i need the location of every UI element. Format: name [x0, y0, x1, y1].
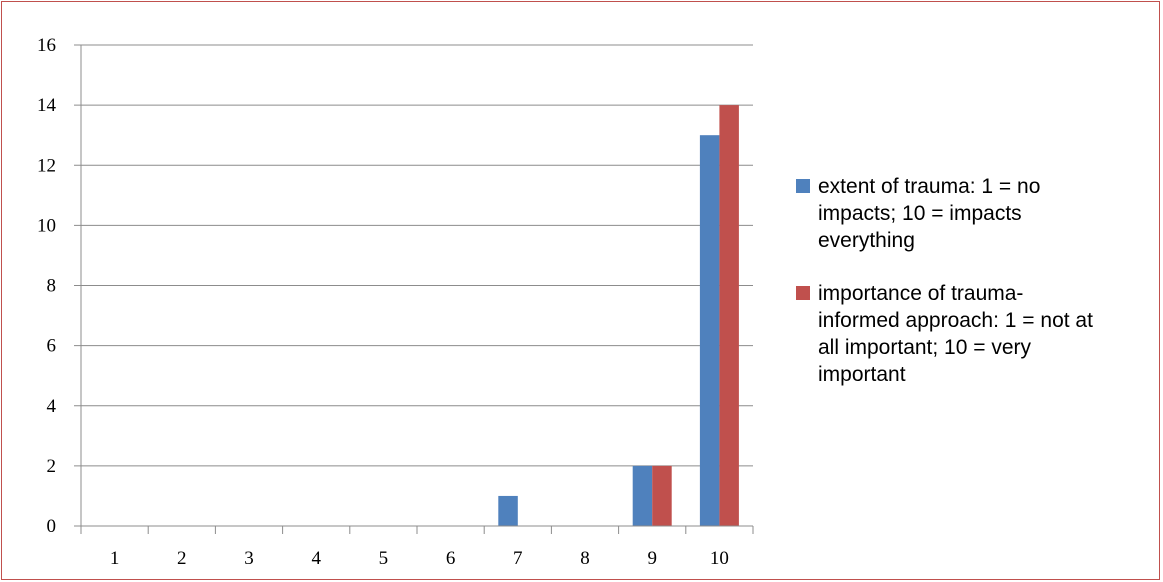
legend-label-extent-line-2: impacts; 10 = impacts [818, 202, 1022, 225]
x-tick-label-2: 2 [177, 548, 187, 569]
legend-item-extent: extent of trauma: 1 = no impacts; 10 = i… [796, 173, 1158, 254]
x-tick-label-9: 9 [647, 548, 657, 569]
bar-series-2-cat-9 [652, 465, 672, 526]
bars [498, 105, 739, 526]
legend-label-importance-line-2: informed approach: 1 = not at [818, 309, 1093, 332]
x-tick-label-7: 7 [513, 548, 523, 569]
gridlines [81, 44, 753, 467]
bar-series-1-cat-9 [632, 465, 653, 526]
bar-series-1-cat-10 [699, 135, 720, 526]
legend-label-extent-line-3: everything [818, 229, 915, 252]
legend: extent of trauma: 1 = no impacts; 10 = i… [796, 173, 1158, 414]
x-tick-label-6: 6 [446, 548, 456, 569]
x-tick-label-10: 10 [710, 548, 729, 569]
legend-swatch-importance [796, 286, 810, 300]
y-tick-label-8: 8 [47, 276, 57, 297]
bar-series-1-cat-7 [498, 495, 518, 526]
legend-swatch-extent [796, 179, 810, 193]
x-tick-label-3: 3 [244, 548, 254, 569]
bar-series-2-cat-10 [719, 105, 739, 526]
x-tick-label-1: 1 [110, 548, 120, 569]
y-tick-label-6: 6 [47, 336, 57, 357]
legend-item-importance: importance of trauma- informed approach:… [796, 280, 1158, 388]
x-tick-label-4: 4 [311, 548, 321, 569]
y-tick-label-0: 0 [47, 516, 57, 537]
legend-label-extent-line-1: extent of trauma: 1 = no [818, 175, 1041, 198]
legend-label-importance-line-4: important [818, 363, 906, 386]
legend-label-importance-line-1: importance of trauma- [818, 282, 1024, 305]
axes [74, 44, 754, 534]
y-tick-label-12: 12 [37, 155, 56, 176]
x-tick-label-5: 5 [379, 548, 389, 569]
y-tick-label-2: 2 [47, 456, 57, 477]
y-tick-label-16: 16 [37, 35, 56, 56]
y-tick-label-14: 14 [37, 95, 57, 116]
x-tick-labels: 1 2 3 4 5 6 7 8 9 10 [110, 548, 729, 569]
legend-label-importance-line-3: all important; 10 = very [818, 336, 1032, 359]
y-tick-label-4: 4 [47, 396, 57, 417]
y-tick-labels: 0 2 4 6 8 10 12 14 16 [37, 35, 57, 537]
y-tick-label-10: 10 [37, 215, 56, 236]
x-tick-label-8: 8 [580, 548, 590, 569]
